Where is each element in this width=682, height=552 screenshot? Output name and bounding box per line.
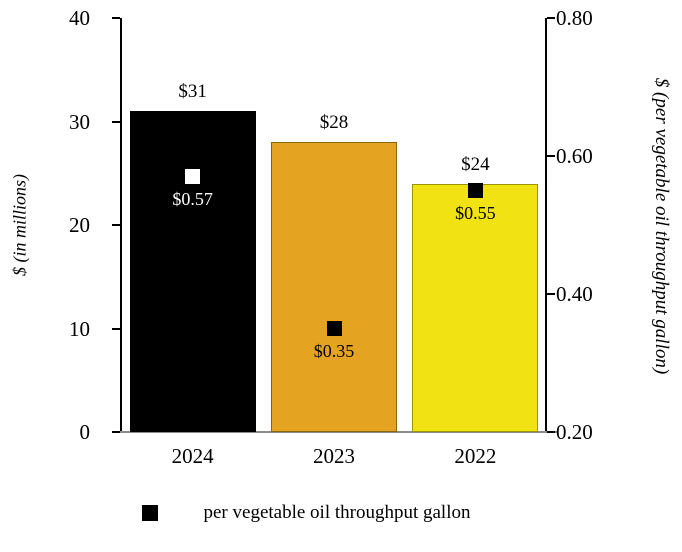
x-axis-category-label: 2022 (454, 444, 497, 468)
y-axis-tick-mark (112, 17, 120, 19)
bar-value-label: $28 (319, 112, 349, 134)
legend-label: per vegetable oil throughput gallon (203, 502, 471, 523)
right-axis-title: $ (per vegetable oil throughput gallon) (651, 77, 672, 375)
x-axis-category-label: 2023 (313, 444, 355, 468)
y-axis-tick-mark (112, 327, 120, 330)
x-axis-category-label: 2024 (171, 444, 214, 468)
bar-2023 (271, 142, 397, 432)
right-axis-tick-mark (547, 155, 555, 157)
y-axis-tick-label: 10 (69, 316, 90, 341)
marker-value-label: $0.57 (172, 188, 213, 209)
x-axis-line (119, 431, 557, 433)
marker-value-label: $0.35 (313, 340, 355, 361)
right-axis-tick-label: 0.20 (556, 420, 593, 444)
marker-square-2023 (326, 321, 342, 336)
right-axis-tick-label: 0.40 (556, 282, 593, 306)
y-axis-tick-label: 40 (69, 6, 90, 30)
right-axis-tick-mark (547, 293, 555, 295)
y-axis-tick-mark (112, 224, 120, 226)
legend-marker-square (141, 505, 158, 521)
right-axis-tick-label: 0.80 (556, 6, 593, 30)
left-axis-line (120, 18, 122, 432)
bar-value-label: $24 (461, 153, 490, 175)
right-axis-tick-mark (547, 17, 555, 19)
y-axis-tick-label: 20 (69, 213, 90, 237)
y-axis-tick-label: 30 (69, 109, 90, 134)
right-axis-line (545, 18, 547, 432)
marker-square-2022 (467, 183, 483, 198)
left-axis-title: $ (in millions) (9, 174, 30, 276)
marker-value-label: $0.55 (455, 202, 496, 223)
bar-2022 (412, 183, 539, 432)
bar-2024 (129, 111, 256, 432)
legend: per vegetable oil throughput gallon (0, 502, 682, 524)
y-axis-tick-label: 0 (79, 420, 91, 444)
y-axis-tick-mark (112, 120, 120, 123)
right-axis-tick-mark (547, 431, 555, 433)
y-axis-tick-mark (112, 431, 120, 433)
marker-square-2024 (185, 169, 201, 185)
bar-value-label: $31 (178, 81, 207, 103)
right-axis-tick-label: 0.60 (556, 144, 593, 168)
